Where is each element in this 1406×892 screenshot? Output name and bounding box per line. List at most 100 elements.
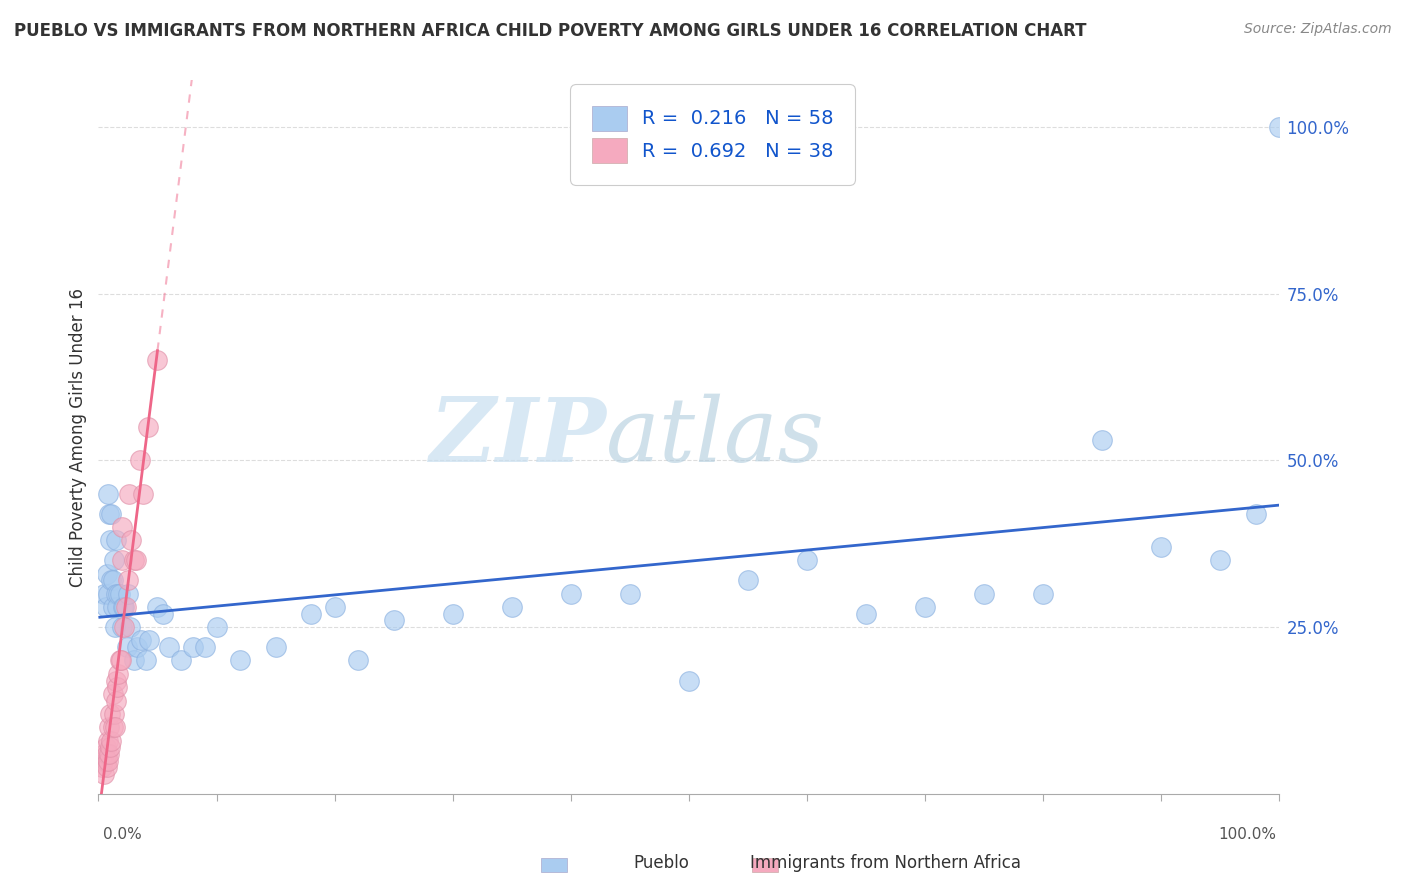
Text: 100.0%: 100.0% [1219,827,1277,841]
Point [619,587,641,601]
Point [152,607,174,621]
Point [98,747,121,761]
Point [110,653,132,667]
Point [122,553,145,567]
Point [93,587,115,601]
Point [107,666,129,681]
Point [132,487,155,501]
Point [157,640,180,655]
Point [104,620,127,634]
Point [1244,507,1267,521]
Point [108,653,131,667]
Point [112,600,135,615]
Point [855,607,877,621]
Point [323,600,346,615]
Point [264,640,287,655]
Point [100,507,122,521]
Point [101,720,124,734]
Point [441,607,464,621]
Point [101,574,124,588]
Point [114,600,136,615]
Point [146,600,169,615]
FancyBboxPatch shape [541,858,567,872]
Point [96,566,118,581]
Point [105,680,128,694]
Point [737,574,759,588]
Point [97,733,120,747]
Point [121,533,143,548]
Point [100,574,122,588]
Point [973,587,995,601]
Point [98,720,121,734]
Point [1091,434,1114,448]
Point [347,653,370,667]
Legend: R =  0.216   N = 58, R =  0.692   N = 38: R = 0.216 N = 58, R = 0.692 N = 38 [576,90,849,179]
Point [105,600,128,615]
Point [115,640,138,655]
Point [560,587,582,601]
FancyBboxPatch shape [752,858,778,872]
Point [111,520,134,534]
Point [135,653,157,667]
Point [93,747,115,761]
Point [112,620,135,634]
Point [94,740,117,755]
Text: Immigrants from Northern Africa: Immigrants from Northern Africa [751,855,1021,872]
Point [170,653,193,667]
Point [93,767,115,781]
Point [105,533,128,548]
Point [796,553,818,567]
Point [105,693,128,707]
Point [111,620,134,634]
Point [112,600,135,615]
Point [105,587,128,601]
Point [678,673,700,688]
Point [117,574,139,588]
Text: 0.0%: 0.0% [103,827,142,841]
Point [120,620,142,634]
Point [105,673,128,688]
Point [101,687,124,701]
Point [1268,120,1291,134]
Point [138,633,160,648]
Point [117,587,139,601]
Point [98,507,121,521]
Text: atlas: atlas [606,393,825,481]
Point [104,720,127,734]
Point [108,587,131,601]
Point [96,747,118,761]
Point [1209,553,1232,567]
Point [1150,540,1173,554]
Point [101,600,124,615]
Point [118,487,141,501]
Point [98,706,121,721]
Point [97,587,120,601]
Y-axis label: Child Poverty Among Girls Under 16: Child Poverty Among Girls Under 16 [69,287,87,587]
Point [136,420,159,434]
Text: Source: ZipAtlas.com: Source: ZipAtlas.com [1244,22,1392,37]
Point [96,760,118,774]
Point [100,733,122,747]
Point [94,754,117,768]
Point [103,553,125,567]
Point [103,706,125,721]
Point [501,600,523,615]
Point [97,487,120,501]
Point [129,633,152,648]
Point [146,353,169,368]
Point [194,640,217,655]
Point [205,620,228,634]
Point [98,740,121,755]
Point [94,600,117,615]
Point [122,653,145,667]
Point [125,553,148,567]
Point [91,760,114,774]
Point [229,653,252,667]
Point [128,453,150,467]
Text: Pueblo: Pueblo [633,855,689,872]
Point [91,754,114,768]
Point [299,607,322,621]
Point [914,600,936,615]
Point [98,533,121,548]
Point [97,754,120,768]
